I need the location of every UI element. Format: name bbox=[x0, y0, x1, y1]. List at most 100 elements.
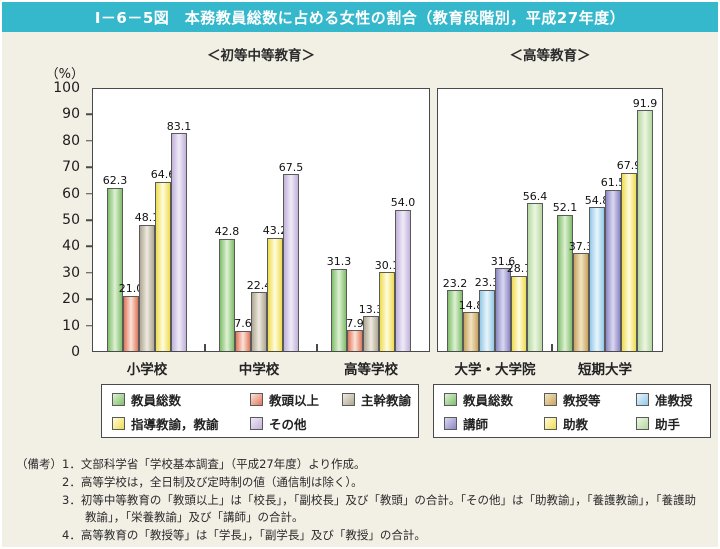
legend-item: その他 bbox=[250, 414, 342, 433]
notes-body: 1．文部科学省「学校基本調査」（平成27年度）より作成。 2．高等学校は，全日制及… bbox=[62, 456, 706, 545]
bar-value-label: 31.3 bbox=[326, 255, 352, 269]
bar-group: 42.8 7.6 22.4 43.2 67.5 中学校 bbox=[215, 89, 304, 378]
chart-panel-primary-secondary: 62.3 21.0 48.1 64.6 83.1 小学校 42.8 7.6 22.4 43.2 67… bbox=[92, 88, 430, 378]
legend-higher: 教員総数 教授等 准教授講師 助教 助手 bbox=[433, 384, 711, 438]
bar-value-label: 23.3 bbox=[474, 276, 500, 290]
bar-group: 52.1 37.3 54.8 61.5 67.9 91.9 短期大学 bbox=[553, 89, 658, 378]
bar-value-label: 30.1 bbox=[374, 258, 400, 272]
bar-教員総数: 23.2 bbox=[443, 277, 467, 351]
category-label: 短期大学 bbox=[578, 362, 632, 378]
y-tick-mark bbox=[86, 192, 92, 195]
legend-item: 准教授 bbox=[636, 390, 700, 409]
bar-助手: 56.4 bbox=[523, 190, 547, 351]
bar-value-label: 54.0 bbox=[390, 195, 416, 209]
y-tick-label: 0 bbox=[71, 344, 80, 360]
bar-value-label: 54.8 bbox=[584, 193, 610, 207]
legend-swatch-icon bbox=[342, 393, 355, 406]
bar-group: 62.3 21.0 48.1 64.6 83.1 小学校 bbox=[103, 89, 192, 378]
legend-row: 講師 助教 助手 bbox=[444, 414, 700, 433]
legend-label: 教員総数 bbox=[131, 393, 182, 408]
legend-swatch-icon bbox=[250, 393, 263, 406]
bar-助教: 28.7 bbox=[507, 263, 531, 351]
y-tick-mark bbox=[86, 140, 92, 142]
bar-教員総数: 62.3 bbox=[103, 174, 127, 351]
legend-item: 助手 bbox=[636, 414, 700, 433]
legend-swatch-icon bbox=[250, 417, 263, 430]
bar-value-label: 28.7 bbox=[506, 262, 532, 276]
notes: （備考） 1．文部科学省「学校基本調査」（平成27年度）より作成。 2．高等学校は… bbox=[16, 456, 706, 545]
bar-准教授: 54.8 bbox=[585, 194, 609, 351]
y-tick-mark bbox=[86, 245, 92, 248]
bar-value-label: 83.1 bbox=[166, 119, 192, 133]
y-axis-unit-label: （%） bbox=[45, 67, 84, 82]
bar-教員総数: 52.1 bbox=[553, 201, 577, 351]
legend-label: 准教授 bbox=[655, 393, 693, 408]
y-tick-label: 100 bbox=[53, 80, 80, 96]
bar-助教: 67.9 bbox=[617, 160, 641, 351]
legend-swatch-icon bbox=[636, 417, 649, 430]
bar-教授等: 37.3 bbox=[569, 240, 593, 351]
y-tick-label: 10 bbox=[62, 317, 80, 334]
bar-教授等: 14.8 bbox=[459, 299, 483, 351]
legend-item: 助教 bbox=[544, 414, 636, 433]
y-tick-label: 40 bbox=[62, 238, 80, 255]
legend-label: 主幹教諭 bbox=[361, 393, 412, 408]
bar-指導教諭，教諭: 64.6 bbox=[151, 168, 175, 351]
legend-swatch-icon bbox=[636, 393, 649, 406]
legend-row: 教員総数 教頭以上 主幹教諭 bbox=[112, 390, 412, 409]
y-tick-mark bbox=[86, 113, 92, 116]
bar-講師: 61.5 bbox=[601, 177, 625, 351]
bar-value-label: 7.9 bbox=[346, 316, 364, 330]
legend-label: 指導教諭，教諭 bbox=[131, 417, 219, 432]
bar-value-label: 37.3 bbox=[568, 239, 594, 253]
legend-item: 指導教諭，教諭 bbox=[112, 414, 250, 433]
bar-value-label: 67.9 bbox=[616, 159, 642, 173]
bar-その他: 83.1 bbox=[167, 120, 191, 351]
legend-row: 教員総数 教授等 准教授 bbox=[444, 390, 700, 409]
legend-primary-secondary: 教員総数 教頭以上 主幹教諭指導教諭，教諭 その他 bbox=[101, 384, 419, 438]
legend-row: 指導教諭，教諭 その他 bbox=[112, 414, 408, 433]
bar-value-label: 91.9 bbox=[632, 96, 658, 110]
legend-label: 助教 bbox=[563, 417, 589, 432]
y-tick-label: 20 bbox=[62, 291, 80, 308]
bar-value-label: 31.6 bbox=[490, 254, 516, 268]
bar-group: 31.3 7.9 13.3 30.1 54.0 高等学校 bbox=[327, 89, 416, 378]
bar-その他: 67.5 bbox=[279, 161, 303, 351]
legend-item: 主幹教諭 bbox=[342, 390, 412, 409]
bar-助手: 91.9 bbox=[633, 97, 657, 351]
bar-value-label: 13.3 bbox=[358, 302, 384, 316]
note-item: 2．高等学校は，全日制及び定時制の値（通信制は除く）。 bbox=[62, 474, 363, 489]
subtitle-primary-secondary-education: ＜初等中等教育＞ bbox=[207, 48, 315, 64]
legend-item: 講師 bbox=[444, 414, 544, 433]
bar-その他: 54.0 bbox=[391, 196, 415, 351]
bar-教頭以上: 7.6 bbox=[234, 318, 252, 351]
figure-title: Ⅰ－6－5図 本務教員総数に占める女性の割合（教育段階別，平成27年度） bbox=[2, 2, 718, 32]
legend-item: 教頭以上 bbox=[250, 390, 342, 409]
y-tick-label: 30 bbox=[62, 264, 80, 281]
bar-主幹教諭: 48.1 bbox=[135, 212, 159, 351]
legend-label: 教頭以上 bbox=[269, 393, 320, 408]
bar-value-label: 23.2 bbox=[442, 276, 468, 290]
bar-value-label: 56.4 bbox=[522, 189, 548, 203]
subtitle-higher-education: ＜高等教育＞ bbox=[509, 48, 591, 64]
y-tick-label: 80 bbox=[62, 132, 80, 149]
legend-label: 助手 bbox=[655, 417, 681, 432]
legend-swatch-icon bbox=[444, 393, 457, 406]
bar-指導教諭，教諭: 30.1 bbox=[375, 259, 399, 351]
bar-教員総数: 42.8 bbox=[215, 226, 239, 351]
note-item: 3．初等中等教育の「教頭以上」は「校長」，「副校長」及び「教頭」の合計。「その他… bbox=[62, 492, 697, 525]
y-tick-mark bbox=[86, 324, 92, 327]
x-axis-tick bbox=[316, 344, 318, 351]
legend-label: 講師 bbox=[463, 417, 489, 432]
bar-group: 23.2 14.8 23.3 31.6 28.7 56.4 大学・大学院 bbox=[443, 89, 548, 378]
y-tick-mark bbox=[86, 166, 92, 168]
y-axis: 100 90 80 70 60 50 40 30 20 10 0 bbox=[0, 81, 92, 359]
x-axis-tick bbox=[204, 344, 206, 351]
bar-value-label: 42.8 bbox=[214, 225, 240, 239]
category-label: 小学校 bbox=[126, 362, 168, 378]
bar-value-label: 14.8 bbox=[458, 298, 484, 312]
bar-value-label: 21.0 bbox=[118, 282, 144, 296]
legend-swatch-icon bbox=[444, 417, 457, 430]
legend-label: その他 bbox=[269, 417, 307, 432]
bar-value-label: 43.2 bbox=[262, 224, 288, 238]
